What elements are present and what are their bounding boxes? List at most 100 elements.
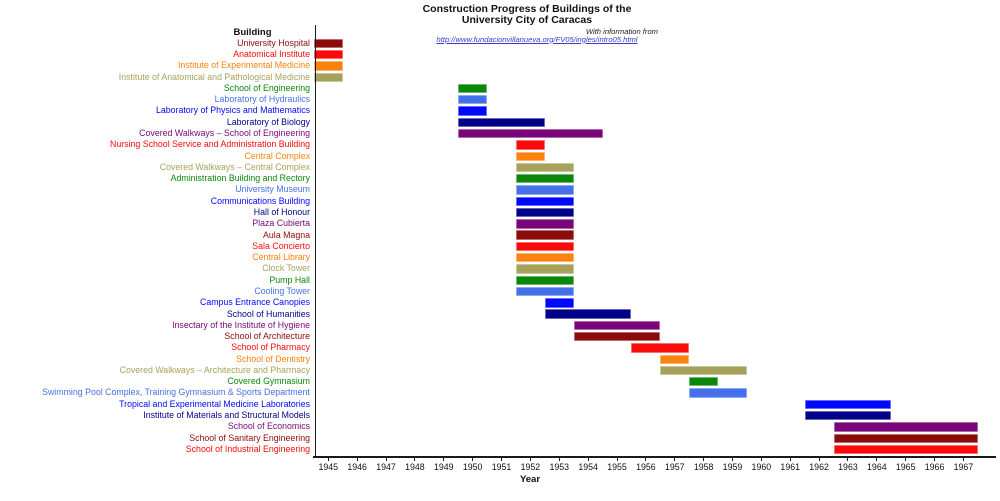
x-tick [703,458,705,462]
y-axis-header: Building [233,27,272,38]
x-tick [876,458,878,462]
building-label: Plaza Cubierta [252,218,310,229]
building-label: Anatomical Institute [233,49,310,60]
x-tick-label: 1949 [433,461,454,472]
building-label: University Hospital [237,37,310,48]
gantt-bar [833,444,978,455]
gantt-bar [689,377,719,387]
building-label: School of Engineering [223,82,310,93]
x-tick-label: 1951 [491,461,512,472]
building-label: School of Economics [227,421,310,432]
gantt-bar [515,253,574,263]
x-tick [529,458,531,462]
gantt-bar [833,433,978,443]
building-label: Cooling Tower [254,285,310,296]
x-tick-label: 1959 [722,461,743,472]
gantt-bar [313,72,343,82]
gantt-bar [313,49,343,60]
x-tick-label: 1958 [693,461,714,472]
gantt-bar [313,38,343,49]
x-axis-line [313,456,996,459]
gantt-bar [544,298,574,308]
x-tick [501,458,503,462]
building-label: School of Pharmacy [231,342,310,353]
attribution-text: With information from [585,26,658,36]
building-label: Clock Tower [262,263,310,274]
x-tick-label: 1948 [405,461,425,472]
x-tick [934,458,936,462]
building-label: School of Sanitary Engineering [189,432,310,443]
building-label: School of Humanities [226,308,310,319]
gantt-bar [515,151,545,161]
x-tick-label: 1955 [607,461,627,472]
building-label: Institute of Materials and Structural Mo… [143,410,310,421]
gantt-bar [515,196,574,206]
gantt-bar [515,140,545,150]
building-label: Hall of Honour [253,207,310,217]
x-tick [443,458,445,462]
building-label: Insectary of the Institute of Hygiene [172,319,310,330]
gantt-bar [515,241,574,252]
gantt-bar [833,422,978,432]
gantt-bar [573,331,661,342]
building-label: Central Library [252,252,310,263]
x-tick-label: 1966 [924,461,945,472]
gantt-bar [515,207,574,218]
x-axis-label: Year [519,474,541,485]
building-label: Tropical and Experimental Medicine Labor… [119,398,310,409]
building-label: School of Architecture [224,331,310,342]
x-tick [356,458,358,462]
x-tick [962,458,964,462]
building-label: Pump Hall [269,274,310,285]
x-tick [731,458,733,462]
x-tick [472,458,474,462]
gantt-bar [458,83,488,94]
building-label: Laboratory of Hydraulics [214,94,310,105]
x-tick [616,458,618,462]
x-tick [818,458,820,462]
building-label: Campus Entrance Canopies [199,297,310,308]
gantt-bar [804,410,892,421]
x-tick-label: 1961 [780,461,800,472]
building-label: Communications Building [210,195,310,206]
gantt-bar [515,219,574,229]
source-url-link[interactable]: http://www.fundacionvillanueva.org/FV05/… [436,34,638,44]
x-tick-label: 1953 [549,461,570,472]
x-tick [327,458,329,462]
x-tick [558,458,560,462]
x-tick-label: 1952 [520,461,541,472]
building-label: Covered Gymnasium [227,376,310,387]
x-tick-label: 1946 [347,461,367,472]
gantt-bar [313,61,343,71]
x-tick-label: 1962 [809,461,829,472]
x-tick [674,458,676,462]
building-label: University Museum [235,184,310,195]
gantt-bar [544,309,632,319]
x-tick [760,458,762,462]
x-tick [587,458,589,462]
x-tick-label: 1950 [462,461,483,472]
x-tick-label: 1956 [636,461,656,472]
building-label: Laboratory of Physics and Mathematics [155,105,310,116]
x-tick [847,458,849,462]
building-label: Administration Building and Rectory [170,173,310,184]
building-label: Covered Walkways – School of Engineering [139,128,310,139]
gantt-bar [515,230,574,240]
x-tick [385,458,387,462]
x-tick-label: 1967 [953,461,974,472]
x-tick-label: 1960 [751,461,772,472]
gantt-bar [689,388,747,398]
building-label: Sala Concierto [252,240,310,251]
building-label: Institute of Experimental Medicine [177,60,310,71]
building-label: School of Dentistry [236,353,310,364]
x-tick [414,458,416,462]
x-tick-label: 1945 [318,461,339,472]
building-label: Central Complex [244,150,310,161]
chart-title-line1: Construction Progress of Buildings of th… [422,3,632,15]
building-label: Covered Walkways – Architecture and Phar… [119,364,310,375]
building-label: School of Industrial Engineering [185,443,310,454]
chart-title-line2: University City of Caracas [461,14,593,26]
x-tick-label: 1965 [895,461,916,472]
gantt-bar [660,365,747,376]
